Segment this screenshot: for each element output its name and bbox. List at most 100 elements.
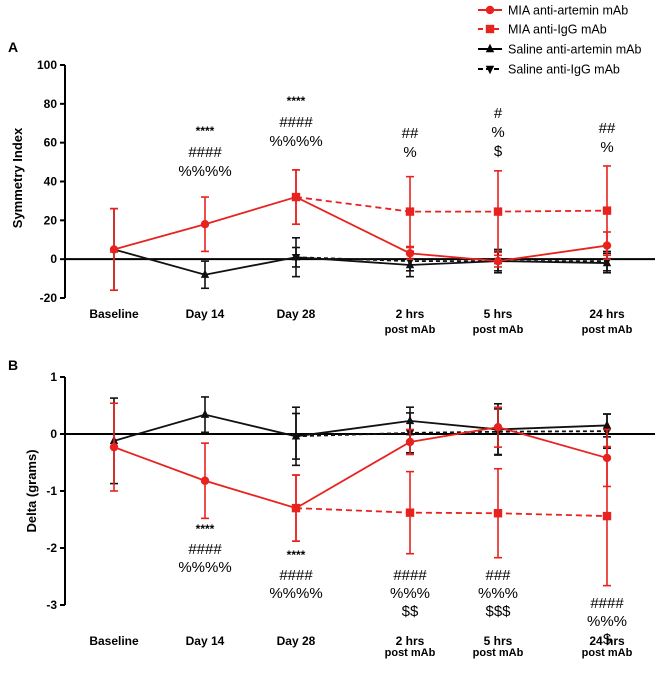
x-tick-label: Day 28 xyxy=(277,307,316,321)
panel-b: B -3 -2 -1 0 1 Delta (grams) Baseline Day 14 Day … xyxy=(8,357,655,659)
annotation-text: ## xyxy=(402,125,419,142)
legend-marker xyxy=(485,5,495,15)
data-point xyxy=(291,503,301,513)
data-point xyxy=(109,442,119,452)
annotation-text: %%% xyxy=(478,585,518,602)
annotation-text: %%%% xyxy=(178,559,231,576)
y-tick-label: 40 xyxy=(44,175,58,189)
x-tick-label: post mAb xyxy=(385,647,436,659)
annotation-text: #### xyxy=(188,541,222,558)
annotation-text: **** xyxy=(196,124,215,138)
significance-annotation: **** ####%%%% xyxy=(178,522,231,576)
legend: MIA anti-artemin mAb MIA anti-IgG mAb Sali… xyxy=(478,4,641,77)
series-line xyxy=(295,256,607,263)
data-point xyxy=(200,476,210,485)
x-tick-label: post mAb xyxy=(582,324,633,336)
series-line xyxy=(113,413,608,442)
series-line xyxy=(113,426,608,510)
data-point xyxy=(493,509,503,518)
x-tick-label: 24 hrs xyxy=(589,634,625,648)
annotation-text: $$ xyxy=(402,603,419,620)
x-tick-label: 5 hrs xyxy=(484,307,513,321)
annotation-text: $ xyxy=(603,631,612,648)
data-point xyxy=(109,245,119,254)
data-point xyxy=(200,269,210,278)
annotation-text: %%% xyxy=(390,585,430,602)
series-line xyxy=(295,507,608,517)
significance-annotation: ####%%%$ xyxy=(587,595,627,648)
x-tick-label: Day 14 xyxy=(186,307,225,321)
data-point xyxy=(291,192,301,202)
x-tick-label: post mAb xyxy=(473,647,524,659)
significance-annotation: ###%%%$$$ xyxy=(478,567,518,620)
series-line xyxy=(113,248,608,276)
annotation-text: #### xyxy=(279,114,313,131)
annotation-text: ### xyxy=(485,567,511,584)
data-point xyxy=(602,420,612,429)
legend-label: MIA anti-artemin mAb xyxy=(508,4,628,18)
significance-annotation: **** ####%%%% xyxy=(269,548,322,602)
y-tick-label: 80 xyxy=(44,97,58,111)
significance-annotation: **** ####%%%% xyxy=(269,94,322,150)
x-tick-label: 5 hrs xyxy=(484,634,513,648)
x-tick-label: Day 14 xyxy=(186,634,225,648)
annotation-text: #### xyxy=(188,144,222,161)
data-point xyxy=(200,409,210,418)
panel-label: B xyxy=(8,357,18,373)
data-point xyxy=(602,206,612,215)
x-tick-label: Baseline xyxy=(89,307,139,321)
series-mia-anti-igg-mab xyxy=(291,165,612,257)
y-tick-label: -2 xyxy=(46,541,57,555)
data-point xyxy=(602,511,612,521)
series-mia-anti-artemin-mab xyxy=(109,169,612,292)
series-saline-anti-artemin-mab xyxy=(109,207,612,292)
legend-label: Saline anti-artemin mAb xyxy=(508,43,641,57)
y-tick-label: 100 xyxy=(37,58,57,72)
data-point xyxy=(405,437,415,447)
annotation-text: % xyxy=(491,124,504,141)
data-point xyxy=(405,249,415,258)
y-tick-label: 0 xyxy=(50,252,57,266)
data-point xyxy=(602,241,612,250)
x-tick-label: 24 hrs xyxy=(589,307,625,321)
y-tick-label: 1 xyxy=(50,370,57,384)
y-tick-label: -20 xyxy=(40,291,58,305)
series-line xyxy=(295,430,608,438)
x-tick-label: 2 hrs xyxy=(396,634,425,648)
annotation-text: **** xyxy=(287,548,306,562)
annotation-text: % xyxy=(600,139,613,156)
data-point xyxy=(200,220,210,229)
panel-label: A xyxy=(8,39,18,55)
series-line xyxy=(295,196,608,213)
annotation-text: %%%% xyxy=(178,163,231,180)
x-tick-label: post mAb xyxy=(385,324,436,336)
data-point xyxy=(493,207,503,216)
annotation-text: % xyxy=(403,144,416,161)
annotation-text: $$$ xyxy=(485,603,511,620)
annotation-text: **** xyxy=(287,94,306,108)
significance-annotation: ##% xyxy=(402,125,419,161)
data-point xyxy=(291,252,301,261)
legend-marker xyxy=(485,43,495,53)
x-tick-label: Baseline xyxy=(89,634,139,648)
annotation-text: %%%% xyxy=(269,133,322,150)
y-tick-label: 0 xyxy=(50,427,57,441)
legend-label: Saline anti-IgG mAb xyxy=(508,63,620,77)
data-point xyxy=(291,431,301,440)
x-tick-label: 2 hrs xyxy=(396,307,425,321)
annotation-text: $ xyxy=(494,143,503,160)
data-point xyxy=(405,415,415,425)
data-point xyxy=(602,257,612,267)
series-mia-anti-artemin-mab xyxy=(109,402,612,542)
annotation-text: # xyxy=(494,105,503,122)
x-tick-label: post mAb xyxy=(473,324,524,336)
y-axis-label: Symmetry Index xyxy=(10,127,25,228)
legend-label: MIA anti-IgG mAb xyxy=(508,23,607,37)
panel-a: A -20 0 20 40 60 80 100 Symmetry Index Baseline Da… xyxy=(8,39,655,336)
annotation-text: #### xyxy=(393,567,427,584)
significance-annotation: ####%%%$$ xyxy=(390,567,430,620)
annotation-text: ## xyxy=(599,120,616,137)
x-tick-label: Day 28 xyxy=(277,634,316,648)
significance-annotation: #% $ xyxy=(491,105,504,160)
